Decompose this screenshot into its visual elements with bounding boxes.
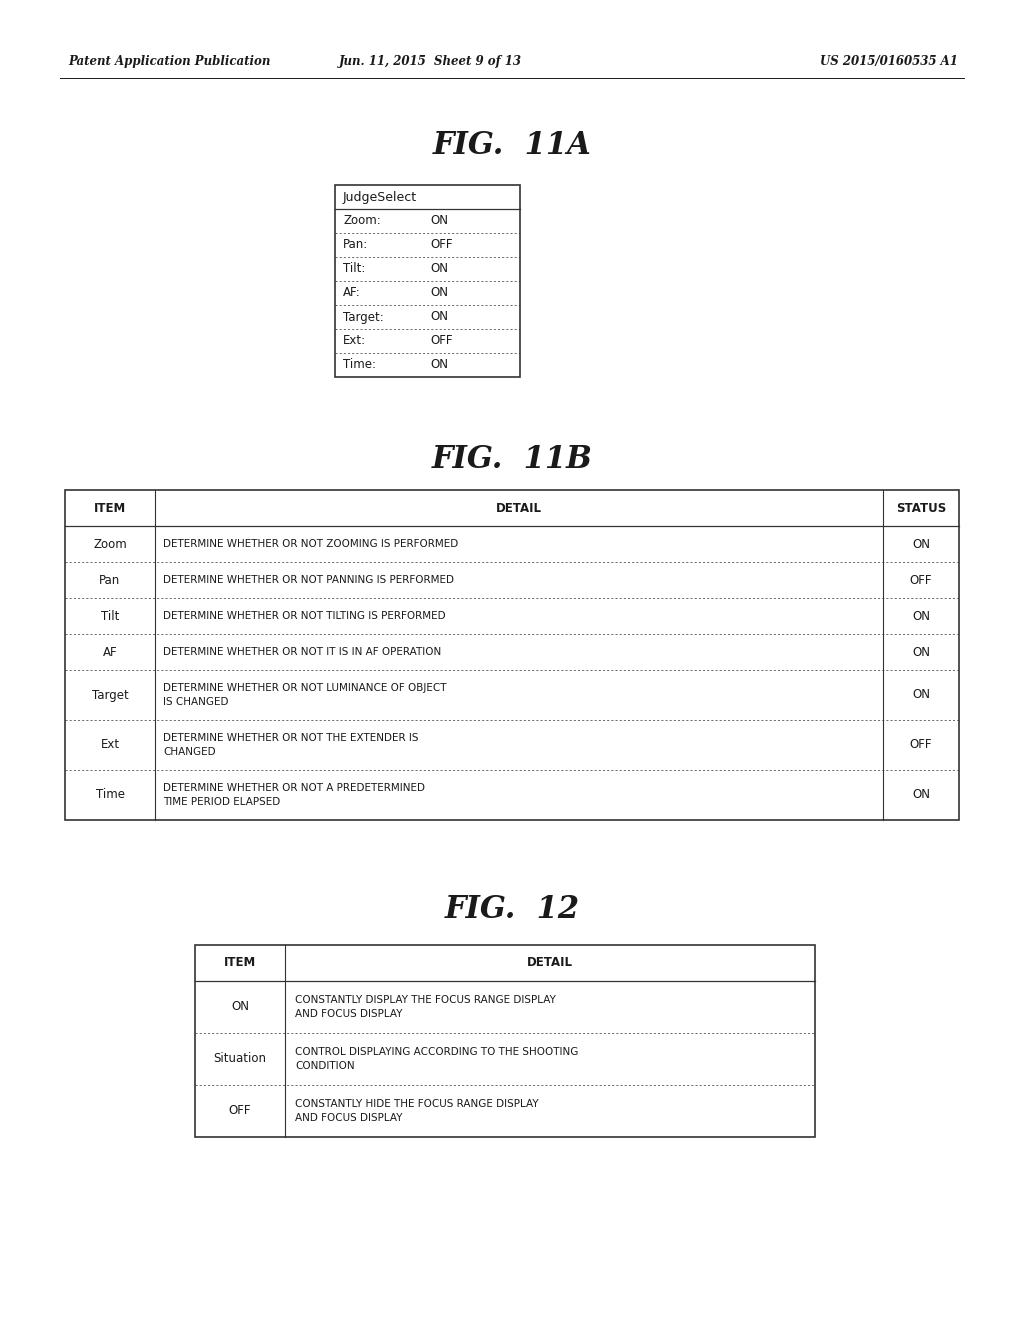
Text: AF:: AF: bbox=[343, 286, 360, 300]
Bar bbox=[335, 185, 520, 378]
Text: Time:: Time: bbox=[343, 359, 376, 371]
Text: CONSTANTLY DISPLAY THE FOCUS RANGE DISPLAY
AND FOCUS DISPLAY: CONSTANTLY DISPLAY THE FOCUS RANGE DISPL… bbox=[295, 995, 556, 1019]
Text: OFF: OFF bbox=[909, 573, 932, 586]
Text: ITEM: ITEM bbox=[224, 957, 256, 969]
Text: ON: ON bbox=[912, 788, 930, 801]
Bar bbox=[65, 490, 959, 820]
Bar bbox=[195, 945, 815, 1137]
Text: ON: ON bbox=[912, 645, 930, 659]
Text: JudgeSelect: JudgeSelect bbox=[343, 190, 417, 203]
Text: OFF: OFF bbox=[909, 738, 932, 751]
Text: DETAIL: DETAIL bbox=[496, 502, 542, 515]
Text: US 2015/0160535 A1: US 2015/0160535 A1 bbox=[820, 55, 958, 69]
Text: Pan: Pan bbox=[99, 573, 121, 586]
Text: DETAIL: DETAIL bbox=[527, 957, 573, 969]
Text: OFF: OFF bbox=[228, 1105, 251, 1118]
Text: FIG.  12: FIG. 12 bbox=[444, 895, 580, 925]
Text: DETERMINE WHETHER OR NOT ZOOMING IS PERFORMED: DETERMINE WHETHER OR NOT ZOOMING IS PERF… bbox=[163, 539, 459, 549]
Text: OFF: OFF bbox=[430, 239, 453, 252]
Text: DETERMINE WHETHER OR NOT THE EXTENDER IS
CHANGED: DETERMINE WHETHER OR NOT THE EXTENDER IS… bbox=[163, 734, 419, 756]
Text: Jun. 11, 2015  Sheet 9 of 13: Jun. 11, 2015 Sheet 9 of 13 bbox=[339, 55, 521, 69]
Text: ON: ON bbox=[912, 537, 930, 550]
Text: ON: ON bbox=[430, 286, 449, 300]
Text: Zoom: Zoom bbox=[93, 537, 127, 550]
Text: Zoom:: Zoom: bbox=[343, 214, 381, 227]
Text: AF: AF bbox=[102, 645, 118, 659]
Text: CONSTANTLY HIDE THE FOCUS RANGE DISPLAY
AND FOCUS DISPLAY: CONSTANTLY HIDE THE FOCUS RANGE DISPLAY … bbox=[295, 1100, 539, 1122]
Text: ON: ON bbox=[231, 1001, 249, 1014]
Text: Situation: Situation bbox=[213, 1052, 266, 1065]
Text: FIG.  11B: FIG. 11B bbox=[431, 445, 593, 475]
Text: DETERMINE WHETHER OR NOT LUMINANCE OF OBJECT
IS CHANGED: DETERMINE WHETHER OR NOT LUMINANCE OF OB… bbox=[163, 684, 446, 706]
Text: Pan:: Pan: bbox=[343, 239, 369, 252]
Text: ON: ON bbox=[430, 310, 449, 323]
Text: DETERMINE WHETHER OR NOT PANNING IS PERFORMED: DETERMINE WHETHER OR NOT PANNING IS PERF… bbox=[163, 576, 454, 585]
Text: Tilt:: Tilt: bbox=[343, 263, 366, 276]
Text: ON: ON bbox=[430, 263, 449, 276]
Text: ON: ON bbox=[912, 689, 930, 701]
Text: OFF: OFF bbox=[430, 334, 453, 347]
Text: CONTROL DISPLAYING ACCORDING TO THE SHOOTING
CONDITION: CONTROL DISPLAYING ACCORDING TO THE SHOO… bbox=[295, 1047, 579, 1071]
Text: DETERMINE WHETHER OR NOT A PREDETERMINED
TIME PERIOD ELAPSED: DETERMINE WHETHER OR NOT A PREDETERMINED… bbox=[163, 783, 425, 807]
Text: Target: Target bbox=[91, 689, 128, 701]
Text: DETERMINE WHETHER OR NOT TILTING IS PERFORMED: DETERMINE WHETHER OR NOT TILTING IS PERF… bbox=[163, 611, 445, 620]
Text: FIG.  11A: FIG. 11A bbox=[432, 129, 592, 161]
Text: Time: Time bbox=[95, 788, 125, 801]
Text: Patent Application Publication: Patent Application Publication bbox=[68, 55, 270, 69]
Text: ON: ON bbox=[430, 359, 449, 371]
Text: Ext:: Ext: bbox=[343, 334, 367, 347]
Text: Tilt: Tilt bbox=[100, 610, 119, 623]
Text: Ext: Ext bbox=[100, 738, 120, 751]
Text: Target:: Target: bbox=[343, 310, 384, 323]
Text: DETERMINE WHETHER OR NOT IT IS IN AF OPERATION: DETERMINE WHETHER OR NOT IT IS IN AF OPE… bbox=[163, 647, 441, 657]
Text: ITEM: ITEM bbox=[94, 502, 126, 515]
Text: ON: ON bbox=[430, 214, 449, 227]
Text: STATUS: STATUS bbox=[896, 502, 946, 515]
Text: ON: ON bbox=[912, 610, 930, 623]
